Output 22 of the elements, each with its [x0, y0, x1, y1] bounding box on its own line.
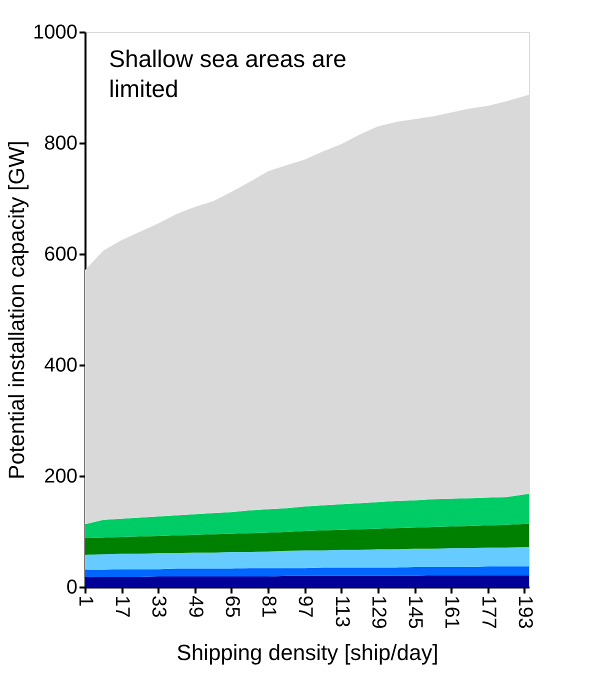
x-tick-label: 81 — [258, 596, 280, 618]
y-axis-title: Potential installation capacity [GW] — [4, 140, 30, 480]
x-tick-label: 193 — [514, 596, 536, 629]
y-tick-label: 800 — [44, 132, 78, 154]
x-tick-label: 17 — [111, 596, 134, 618]
x-tick-label: 145 — [404, 596, 426, 629]
y-tick-label: 400 — [44, 354, 78, 376]
x-tick-label: 1 — [74, 596, 96, 607]
y-tick-label: 600 — [44, 244, 78, 266]
x-tick-label: 177 — [477, 596, 500, 629]
x-tick-label: 97 — [294, 596, 316, 618]
y-tick-label: 200 — [44, 466, 78, 488]
x-tick-label: 113 — [330, 596, 353, 628]
x-tick-label: 65 — [220, 596, 243, 618]
annotation: Shallow sea areas are limited — [109, 46, 346, 103]
x-tick-label: 129 — [367, 596, 390, 629]
y-tick-label: 1000 — [33, 22, 78, 44]
x-tick-label: 161 — [440, 596, 463, 629]
x-tick-label: 33 — [148, 596, 170, 618]
x-tick-label: 49 — [184, 596, 206, 618]
y-tick-label: 0 — [66, 576, 78, 598]
x-axis-title: Shipping density [ship/day] — [176, 640, 438, 665]
